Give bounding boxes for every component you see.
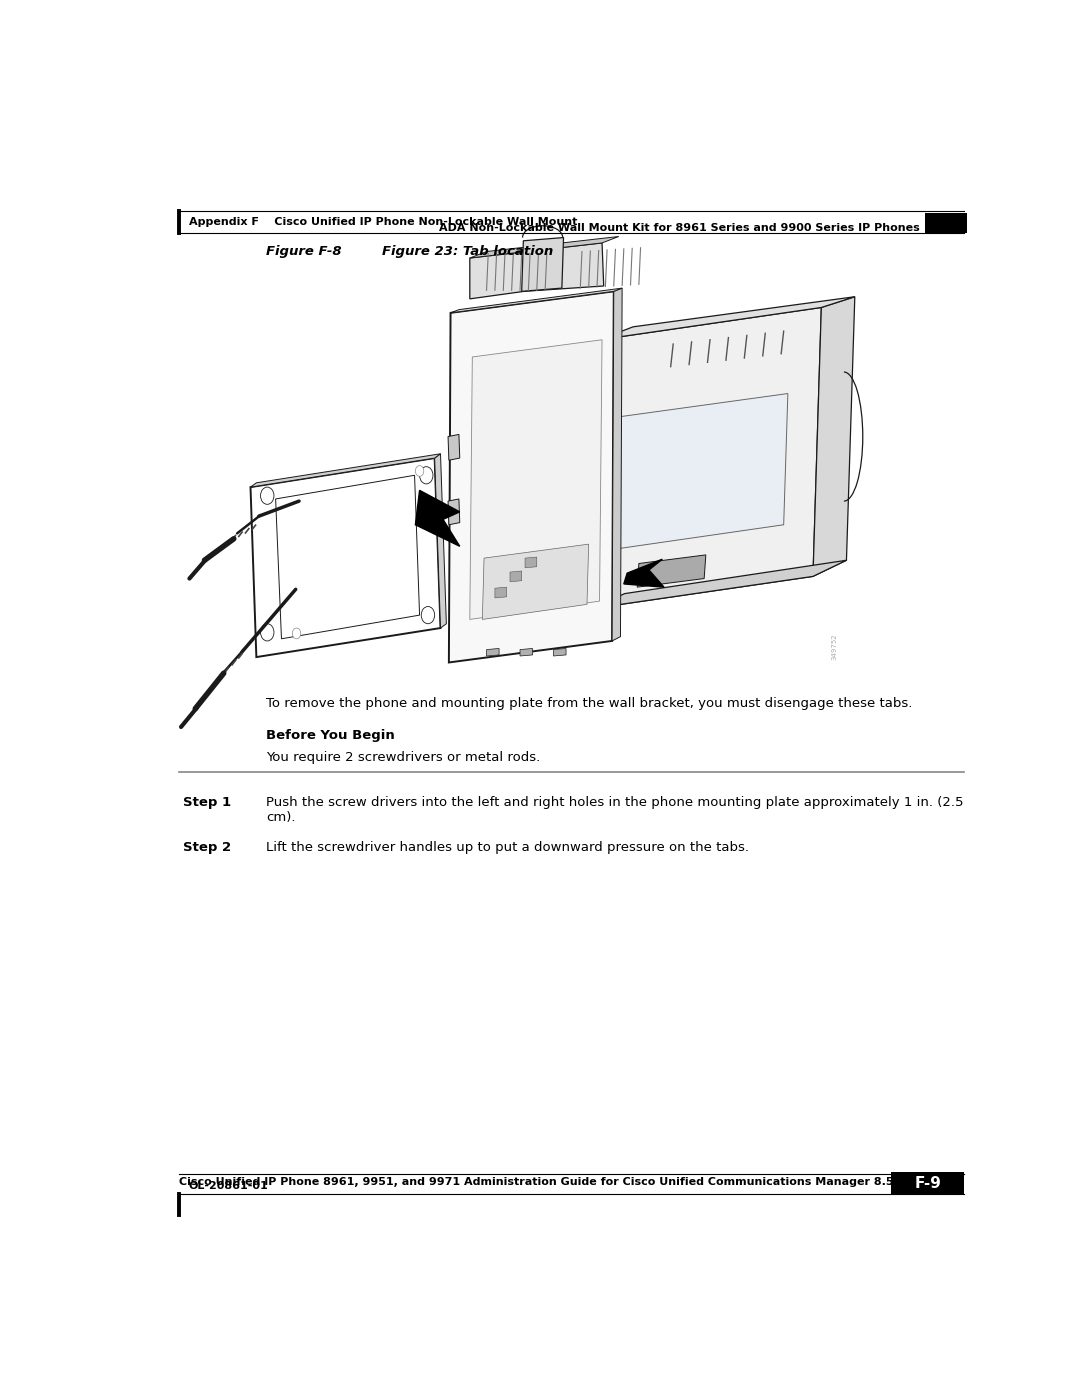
Text: You require 2 screwdrivers or metal rods.: You require 2 screwdrivers or metal rods… <box>267 750 541 764</box>
Text: Before You Begin: Before You Begin <box>267 729 395 742</box>
Polygon shape <box>470 236 619 258</box>
Polygon shape <box>510 571 522 581</box>
Circle shape <box>293 629 300 638</box>
Polygon shape <box>525 557 537 567</box>
Polygon shape <box>624 559 664 587</box>
Polygon shape <box>495 587 507 598</box>
Text: Figure F-8: Figure F-8 <box>267 244 342 258</box>
Polygon shape <box>591 560 847 609</box>
Circle shape <box>260 623 274 641</box>
Bar <box>891 1172 964 1194</box>
Polygon shape <box>416 490 460 546</box>
Polygon shape <box>486 648 499 657</box>
Polygon shape <box>591 426 604 469</box>
Text: Push the screw drivers into the left and right holes in the phone mounting plate: Push the screw drivers into the left and… <box>267 796 964 824</box>
Text: 349752: 349752 <box>832 634 837 661</box>
Text: Figure 23: Tab location: Figure 23: Tab location <box>382 244 553 258</box>
Polygon shape <box>591 307 821 609</box>
Polygon shape <box>522 237 564 292</box>
Text: F-9: F-9 <box>914 1176 941 1190</box>
Text: Cisco Unified IP Phone 8961, 9951, and 9971 Administration Guide for Cisco Unifi: Cisco Unified IP Phone 8961, 9951, and 9… <box>179 1178 928 1187</box>
Text: Step 1: Step 1 <box>183 796 231 809</box>
Polygon shape <box>612 394 788 549</box>
Text: ADA Non-Lockable Wall Mount Kit for 8961 Series and 9900 Series IP Phones: ADA Non-Lockable Wall Mount Kit for 8961… <box>440 224 920 233</box>
Polygon shape <box>554 648 566 657</box>
Circle shape <box>421 606 434 623</box>
Polygon shape <box>470 243 604 299</box>
Polygon shape <box>599 296 855 339</box>
Polygon shape <box>450 288 622 313</box>
Circle shape <box>416 465 423 476</box>
Polygon shape <box>434 454 446 629</box>
Polygon shape <box>275 475 420 638</box>
Polygon shape <box>449 292 613 662</box>
Polygon shape <box>251 454 441 488</box>
Polygon shape <box>521 648 532 657</box>
Polygon shape <box>612 288 622 641</box>
Text: Appendix F    Cisco Unified IP Phone Non-Lockable Wall Mount: Appendix F Cisco Unified IP Phone Non-Lo… <box>189 218 577 228</box>
Circle shape <box>260 488 274 504</box>
Polygon shape <box>470 339 602 619</box>
Text: Lift the screwdriver handles up to put a downward pressure on the tabs.: Lift the screwdriver handles up to put a… <box>267 841 750 854</box>
Circle shape <box>419 467 433 483</box>
Polygon shape <box>448 499 460 525</box>
Polygon shape <box>448 434 460 460</box>
Polygon shape <box>813 296 855 577</box>
Polygon shape <box>637 555 706 587</box>
Text: To remove the phone and mounting plate from the wall bracket, you must disengage: To remove the phone and mounting plate f… <box>267 697 913 710</box>
Polygon shape <box>483 545 589 619</box>
Text: OL-20861-01: OL-20861-01 <box>189 1182 268 1192</box>
Text: Step 2: Step 2 <box>183 841 231 854</box>
Bar <box>926 212 967 233</box>
